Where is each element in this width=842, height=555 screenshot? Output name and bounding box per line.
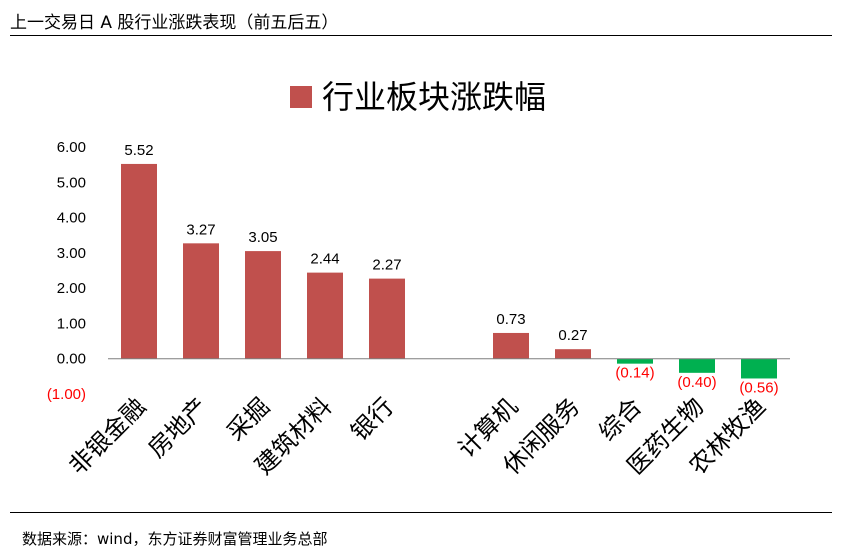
y-axis: 6.00 5.00 4.00 3.00 2.00 1.00 0.00 (1.00) [47,139,86,403]
top-divider [10,35,832,36]
value-labels: 5.52 3.27 3.05 2.44 2.27 0.73 0.27 (0.14) (0.40)… [124,142,778,397]
page-title: 上一交易日 A 股行业涨跌表现（前五后五） [10,13,339,33]
category-label: 非银金融 [64,392,152,480]
value-label: 3.05 [248,229,277,246]
value-label: 0.27 [558,327,587,344]
value-label: 2.44 [310,251,339,268]
value-label: 0.73 [496,311,525,328]
y-tick-label: 6.00 [57,139,86,156]
category-label: 银行 [346,392,400,446]
value-label: (0.40) [677,374,716,391]
category-label: 综合 [594,392,648,446]
bar [679,358,715,373]
bar-chart: 行业板块涨跌幅 6.00 5.00 4.00 3.00 2.00 1.00 0.00 (1.0… [47,78,790,480]
y-tick-label: 1.00 [57,315,86,332]
bars [121,163,777,379]
bar [555,349,591,359]
bar [307,272,343,359]
bar [617,358,653,364]
y-tick-label: 3.00 [57,245,86,262]
y-tick-label: 0.00 [57,351,86,368]
value-label: 2.27 [372,257,401,274]
y-tick-label: 5.00 [57,174,86,191]
bar [183,243,219,359]
value-label: 5.52 [124,142,153,159]
value-label: (0.14) [615,365,654,382]
bar [493,332,529,359]
bar [369,278,405,359]
category-label: 采掘 [222,392,276,446]
y-tick-label: (1.00) [47,386,86,403]
bottom-divider [10,512,832,513]
bar [245,251,281,359]
data-source: 数据来源：wind，东方证券财富管理业务总部 [22,530,328,548]
legend-label: 行业板块涨跌幅 [322,78,546,116]
category-label: 房地产 [143,392,214,463]
y-tick-label: 2.00 [57,280,86,297]
legend-swatch [290,86,312,108]
bar [741,358,777,379]
chart-legend: 行业板块涨跌幅 [290,78,546,116]
bar [121,163,157,359]
y-tick-label: 4.00 [57,210,86,227]
value-label: (0.56) [739,379,778,396]
value-label: 3.27 [186,221,215,238]
